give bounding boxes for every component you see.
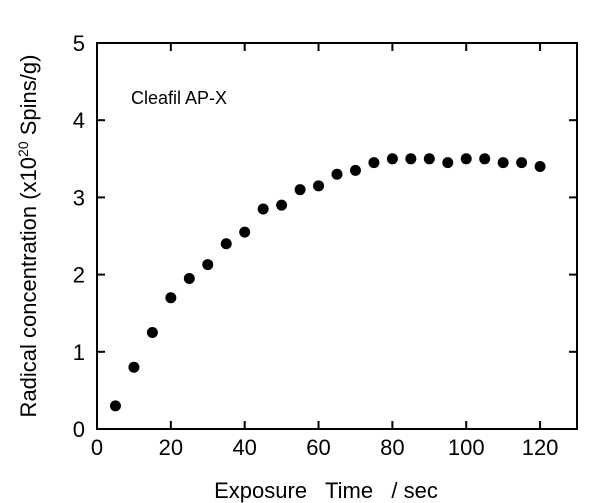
x-tick-label: 60 <box>306 435 330 460</box>
y-axis-label: Radical concentration (x1020 Spins/g) <box>15 55 41 418</box>
data-point <box>460 153 472 165</box>
data-point <box>165 292 177 304</box>
data-points <box>109 153 546 412</box>
data-point <box>423 153 435 165</box>
data-point <box>313 180 325 192</box>
y-axis-label-exponent: 20 <box>15 141 31 157</box>
plot-frame <box>96 42 578 430</box>
y-tick-label: 4 <box>73 108 85 133</box>
data-point <box>331 168 343 180</box>
data-point <box>497 157 509 169</box>
data-point <box>349 164 361 176</box>
data-point <box>276 199 288 211</box>
y-tick-label: 2 <box>73 263 85 288</box>
x-tick-label: 100 <box>448 435 485 460</box>
x-axis-label: Exposure Time / sec <box>214 478 438 503</box>
data-point <box>202 259 214 271</box>
x-tick-label: 20 <box>159 435 183 460</box>
tick-labels: 0 20 40 60 80 100 120 0 1 2 3 4 5 <box>73 31 559 460</box>
x-tick-label: 0 <box>91 435 103 460</box>
data-point <box>442 157 454 169</box>
data-point <box>146 327 158 338</box>
y-tick-label: 5 <box>73 31 85 56</box>
data-point <box>368 157 380 169</box>
y-axis-label-main: Radical concentration (x10 <box>16 157 41 417</box>
data-point <box>405 153 417 165</box>
x-tick-label: 80 <box>380 435 404 460</box>
data-point <box>183 272 195 284</box>
data-point <box>239 226 251 238</box>
x-tick-label: 120 <box>522 435 559 460</box>
y-tick-label: 1 <box>73 340 85 365</box>
data-point <box>294 184 306 196</box>
ticks <box>96 42 577 430</box>
data-point <box>220 238 232 250</box>
data-point <box>257 203 269 215</box>
data-point <box>109 400 121 412</box>
y-tick-label: 3 <box>73 185 85 210</box>
y-tick-label: 0 <box>73 417 85 442</box>
data-point <box>128 361 140 373</box>
data-point <box>479 153 491 165</box>
y-axis-label-tail: Spins/g) <box>16 55 41 142</box>
chart-annotation: Cleafil AP-X <box>131 88 227 108</box>
x-tick-label: 40 <box>232 435 256 460</box>
data-point <box>386 153 398 165</box>
data-point <box>516 157 528 169</box>
data-point <box>534 161 546 173</box>
